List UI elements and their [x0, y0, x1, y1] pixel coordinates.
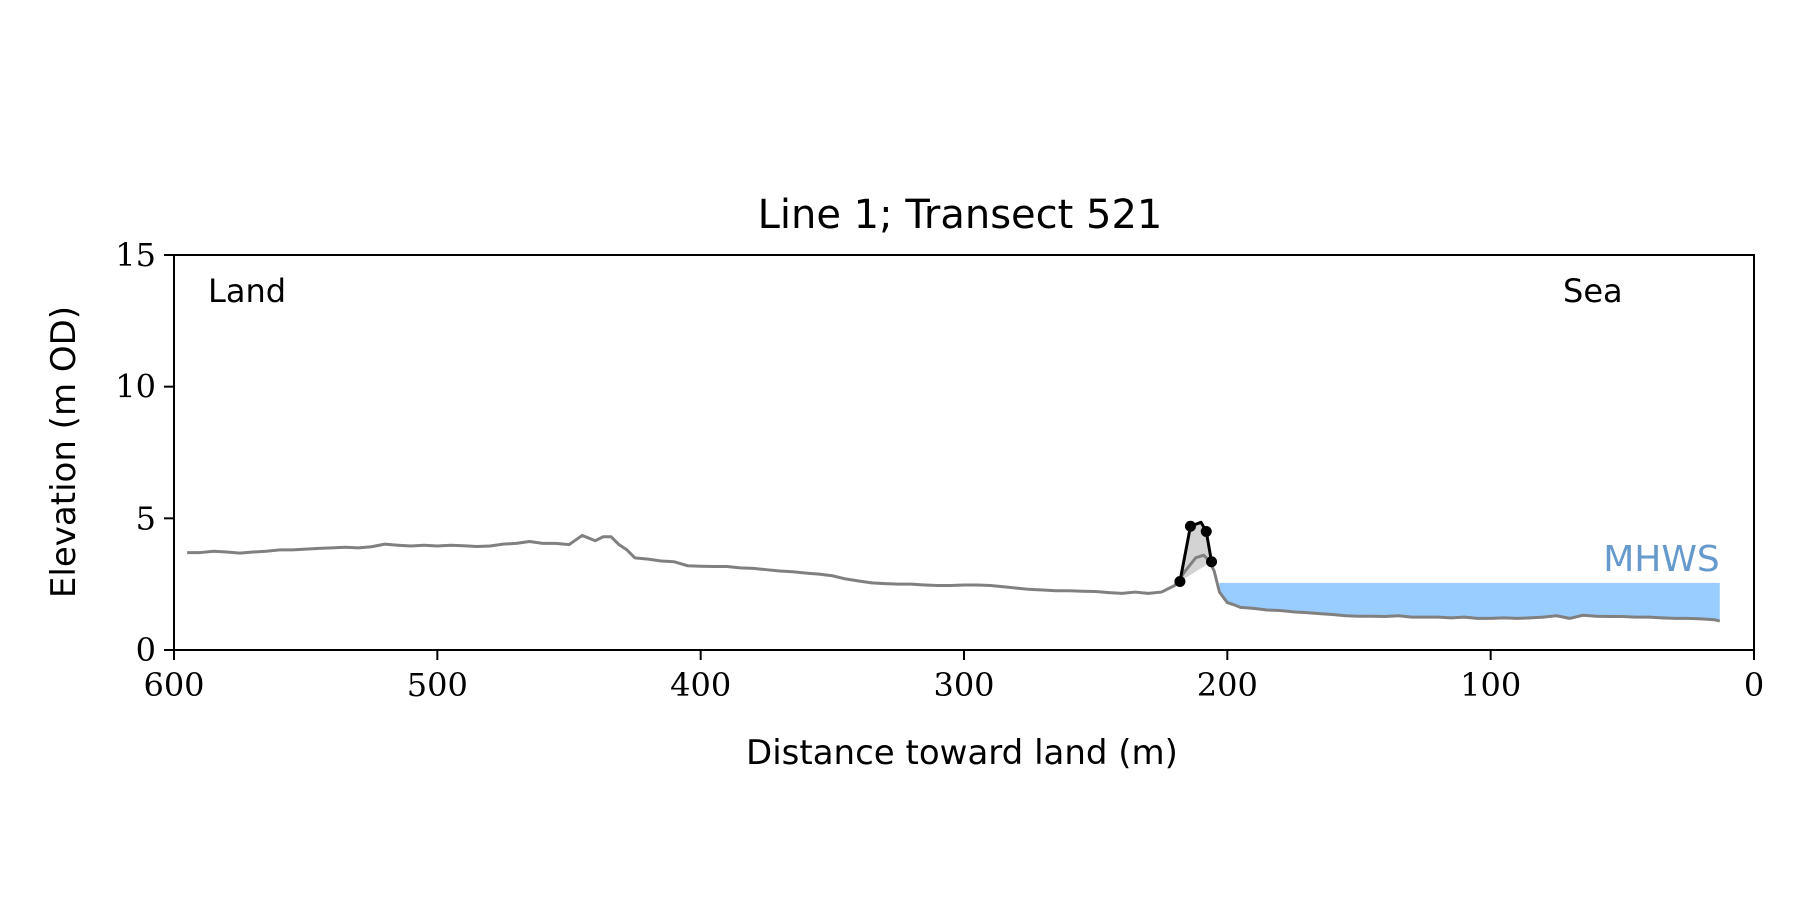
dune-marker [1174, 576, 1186, 588]
x-tick-label: 100 [1460, 666, 1521, 704]
y-axis-label: Elevation (m OD) [44, 306, 84, 598]
dune-marker [1200, 526, 1212, 537]
x-tick-label: 0 [1744, 666, 1764, 704]
x-axis-label: Distance toward land (m) [746, 733, 1178, 773]
y-axis: 0 5 10 15 [115, 236, 174, 669]
plot-area: MHWS [187, 520, 1721, 623]
y-tick-label: 15 [115, 236, 156, 274]
x-tick-label: 300 [933, 666, 994, 704]
x-tick-label: 400 [670, 666, 731, 704]
y-tick-label: 5 [136, 499, 156, 537]
chart-title: Line 1; Transect 521 [758, 192, 1163, 238]
land-label: Land [208, 272, 286, 310]
y-tick-label: 0 [136, 631, 156, 669]
dune-marker [1184, 520, 1196, 532]
mhws-band [1219, 582, 1720, 622]
y-tick-label: 10 [115, 368, 156, 406]
x-axis: 600 500 400 300 200 100 0 [143, 650, 1764, 704]
dune-line [1178, 520, 1214, 582]
profile-line [187, 533, 1721, 623]
sea-label: Sea [1563, 272, 1623, 310]
x-tick-label: 500 [407, 666, 468, 704]
x-tick-label: 200 [1197, 666, 1258, 704]
mhws-label: MHWS [1603, 539, 1720, 580]
dune-marker [1206, 556, 1218, 568]
x-tick-label: 600 [143, 666, 204, 704]
